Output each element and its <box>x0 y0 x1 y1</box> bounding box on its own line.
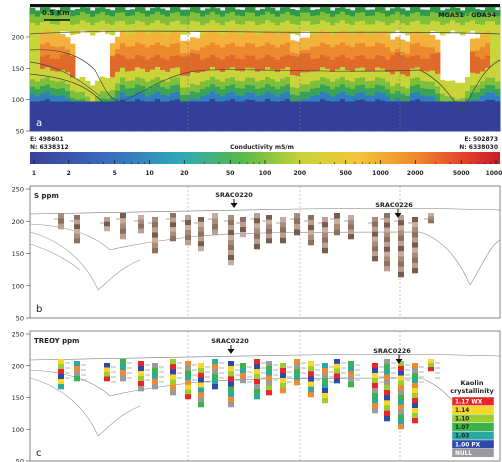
coord-left-n: N: 6338312 <box>30 144 69 151</box>
legend-label: 1.03 <box>455 434 469 440</box>
panel-c-y-tick-label: 200 <box>12 362 24 370</box>
panel-c-y-tick-label: 150 <box>12 394 24 402</box>
colorbar-tick-label: 100 <box>259 170 272 177</box>
colorbar-tick-label: 500 <box>339 170 352 177</box>
panel-a: 0.5 Km MGA51 - GDA94 a 200 150 100 50 <box>12 4 501 136</box>
kaolin-crystallinity-legend: 1.17 WX 1.14 1.10 1.07 1.03 1.00 PX NULL <box>451 396 495 458</box>
colorbar-tick-label: 2000 <box>407 170 424 177</box>
panel-b-hole-1: SRAC0220 <box>215 191 253 199</box>
legend-title-kaolin: Kaolin <box>461 379 484 387</box>
colorbar-tick-label: 1000 <box>372 170 389 177</box>
colorbar-tick-label: 1 <box>32 170 36 177</box>
colorbar-ticks: 1 2 5 10 20 50 100 200 500 1000 2000 5000 10000 <box>32 160 502 177</box>
colorbar-tick-label: 2 <box>67 170 71 177</box>
coord-right-n: N: 6338030 <box>459 144 498 151</box>
panel-c-hole-1-arrow <box>227 345 235 354</box>
panel-b-y-tick-label: 100 <box>12 282 24 290</box>
panel-c-hole-2: SRAC0226 <box>373 347 411 355</box>
panel-a-y-tick-label: 150 <box>12 65 24 73</box>
panel-c-hole-2-arrow <box>395 355 403 364</box>
panel-b-y-tick-label: 150 <box>12 250 24 258</box>
panel-b-hole-2: SRAC0226 <box>375 201 413 209</box>
panel-a-y-tick-label: 200 <box>12 34 24 42</box>
legend-label: NULL <box>455 451 472 457</box>
panel-a-y-ticks: 200 150 100 50 <box>12 34 30 136</box>
panel-b-y-ticks: 250 200 150 100 50 <box>12 186 30 323</box>
panel-c-label: c <box>36 448 42 459</box>
panel-c-y-tick-label: 50 <box>16 458 24 462</box>
legend-swatch <box>451 448 495 458</box>
coord-left-e: E: 498601 <box>30 136 64 143</box>
panel-c-y-tick-label: 100 <box>12 426 24 434</box>
panel-c: TREOY ppm SRAC0220 SRAC0226 c 250 200 150 1… <box>12 331 501 462</box>
panel-b-y-tick-label: 200 <box>12 218 24 226</box>
treoy-ppm-drillholes <box>58 359 440 430</box>
colorbar <box>30 152 500 164</box>
legend-label: 1.10 <box>455 417 469 423</box>
legend-label: 1.00 PX <box>455 442 481 448</box>
legend-title-crystallinity: crystallinity <box>450 387 494 395</box>
colorbar-tick-label: 50 <box>226 170 234 177</box>
panel-c-y-ticks: 250 200 150 100 50 <box>12 331 30 462</box>
panel-a-y-tick-label: 50 <box>16 128 24 136</box>
panel-b-title: S ppm <box>34 192 59 200</box>
panel-c-hole-1: SRAC0220 <box>211 337 249 345</box>
colorbar-tick-label: 20 <box>180 170 188 177</box>
colorbar-tick-label: 10000 <box>486 170 502 177</box>
projection-label: MGA51 - GDA94 <box>438 11 496 19</box>
scale-bar-label: 0.5 Km <box>42 9 70 17</box>
panel-a-y-tick-label: 100 <box>12 96 24 104</box>
colorbar-title: Conductivity mS/m <box>230 144 294 151</box>
colorbar-tick-label: 10 <box>145 170 153 177</box>
legend-label: 1.07 <box>455 425 469 431</box>
colorbar-tick-label: 5 <box>113 170 117 177</box>
conductivity-section <box>30 5 501 132</box>
panel-c-y-tick-label: 250 <box>12 331 24 339</box>
panel-b-y-tick-label: 250 <box>12 186 24 194</box>
legend-label: 1.14 <box>455 408 469 414</box>
panel-b-hole-1-arrow <box>230 199 238 208</box>
panel-b-hole-2-arrow <box>394 209 402 218</box>
coord-right-e: E: 502873 <box>464 136 498 143</box>
colorbar-tick-label: 5000 <box>453 170 470 177</box>
panel-b-label: b <box>36 304 42 315</box>
panel-b-y-tick-label: 50 <box>16 315 24 323</box>
panel-b: S ppm SRAC0220 SRAC0226 b 250 200 150 100 50 <box>12 186 501 323</box>
legend-label: 1.17 WX <box>455 399 483 405</box>
s-ppm-drillholes <box>54 213 434 278</box>
panel-c-title: TREOY ppm <box>34 337 79 345</box>
colorbar-tick-label: 200 <box>294 170 307 177</box>
panel-a-label: a <box>36 118 42 129</box>
